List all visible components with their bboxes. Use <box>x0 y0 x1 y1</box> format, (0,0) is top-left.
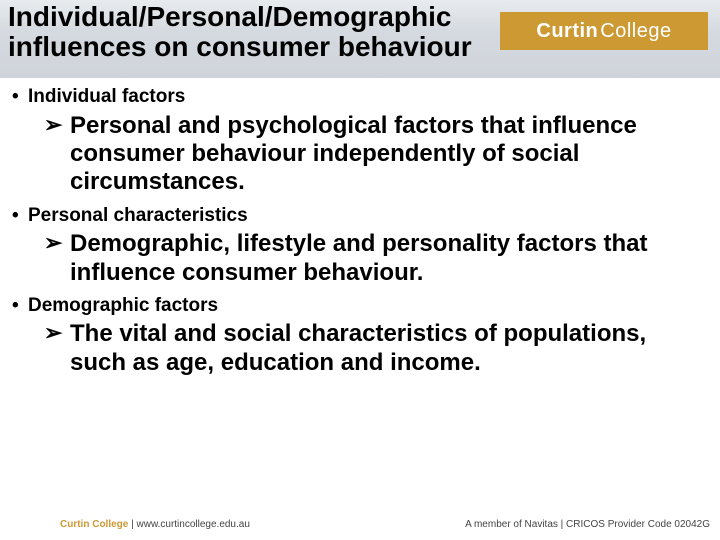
section-sub: Demographic, lifestyle and personality f… <box>8 230 708 287</box>
footer-brand: Curtin College <box>60 519 128 530</box>
section-sub: The vital and social characteristics of … <box>8 320 708 377</box>
footer-left: Curtin College | www.curtincollege.edu.a… <box>60 519 250 530</box>
slide-title: Individual/Personal/Demographic influenc… <box>8 2 490 62</box>
section-3: Demographic factors The vital and social… <box>8 293 708 377</box>
section-heading: Individual factors <box>8 84 708 110</box>
brand-light: College <box>600 20 671 43</box>
footer-url: www.curtincollege.edu.au <box>137 519 250 530</box>
brand-badge: Curtin College <box>500 12 708 50</box>
section-1: Individual factors Personal and psycholo… <box>8 84 708 197</box>
section-heading: Personal characteristics <box>8 203 708 229</box>
footer-right: A member of Navitas | CRICOS Provider Co… <box>465 519 710 530</box>
title-line-2: influences on consumer behaviour <box>8 31 472 62</box>
slide-content: Individual factors Personal and psycholo… <box>8 84 708 510</box>
section-2: Personal characteristics Demographic, li… <box>8 203 708 287</box>
title-line-1: Individual/Personal/Demographic <box>8 1 451 32</box>
brand-bold: Curtin <box>536 20 598 43</box>
section-heading: Demographic factors <box>8 293 708 319</box>
section-sub: Personal and psychological factors that … <box>8 112 708 197</box>
footer-sep: | <box>128 519 136 530</box>
slide-footer: Curtin College | www.curtincollege.edu.a… <box>0 514 720 534</box>
